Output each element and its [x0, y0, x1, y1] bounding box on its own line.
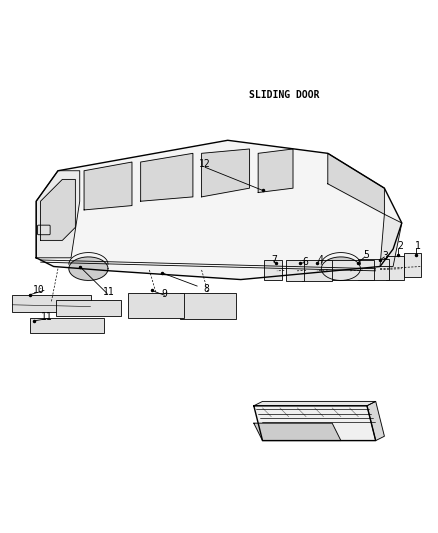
FancyBboxPatch shape: [56, 301, 121, 316]
FancyBboxPatch shape: [180, 293, 237, 319]
Polygon shape: [254, 406, 376, 441]
FancyBboxPatch shape: [325, 260, 374, 280]
Text: 9: 9: [162, 289, 167, 300]
Polygon shape: [254, 423, 341, 441]
FancyBboxPatch shape: [127, 293, 184, 318]
FancyBboxPatch shape: [12, 295, 91, 312]
Polygon shape: [254, 401, 376, 406]
Text: 3: 3: [382, 251, 388, 261]
FancyBboxPatch shape: [38, 225, 50, 235]
Text: 2: 2: [397, 241, 403, 251]
Polygon shape: [328, 154, 385, 214]
Text: 11: 11: [41, 312, 53, 321]
FancyBboxPatch shape: [264, 260, 282, 280]
Text: 10: 10: [32, 285, 44, 295]
Text: 1: 1: [415, 240, 421, 251]
Text: 4: 4: [317, 255, 323, 265]
Polygon shape: [258, 149, 293, 192]
Polygon shape: [69, 257, 108, 280]
Polygon shape: [36, 171, 80, 258]
FancyBboxPatch shape: [358, 259, 389, 280]
Text: 6: 6: [302, 257, 308, 266]
FancyBboxPatch shape: [286, 260, 304, 281]
Polygon shape: [36, 140, 402, 279]
Polygon shape: [380, 214, 402, 266]
Polygon shape: [41, 180, 75, 240]
Text: SLIDING DOOR: SLIDING DOOR: [249, 90, 320, 100]
FancyBboxPatch shape: [302, 260, 332, 281]
FancyBboxPatch shape: [30, 318, 104, 333]
Polygon shape: [367, 401, 385, 441]
Polygon shape: [141, 154, 193, 201]
Text: 12: 12: [199, 159, 211, 169]
Polygon shape: [84, 162, 132, 210]
Polygon shape: [321, 257, 360, 280]
Polygon shape: [201, 149, 250, 197]
FancyBboxPatch shape: [386, 256, 404, 279]
FancyBboxPatch shape: [404, 254, 421, 277]
Text: 5: 5: [363, 250, 369, 260]
Text: 11: 11: [103, 287, 115, 297]
Text: 7: 7: [271, 255, 277, 264]
Text: 8: 8: [203, 284, 209, 294]
